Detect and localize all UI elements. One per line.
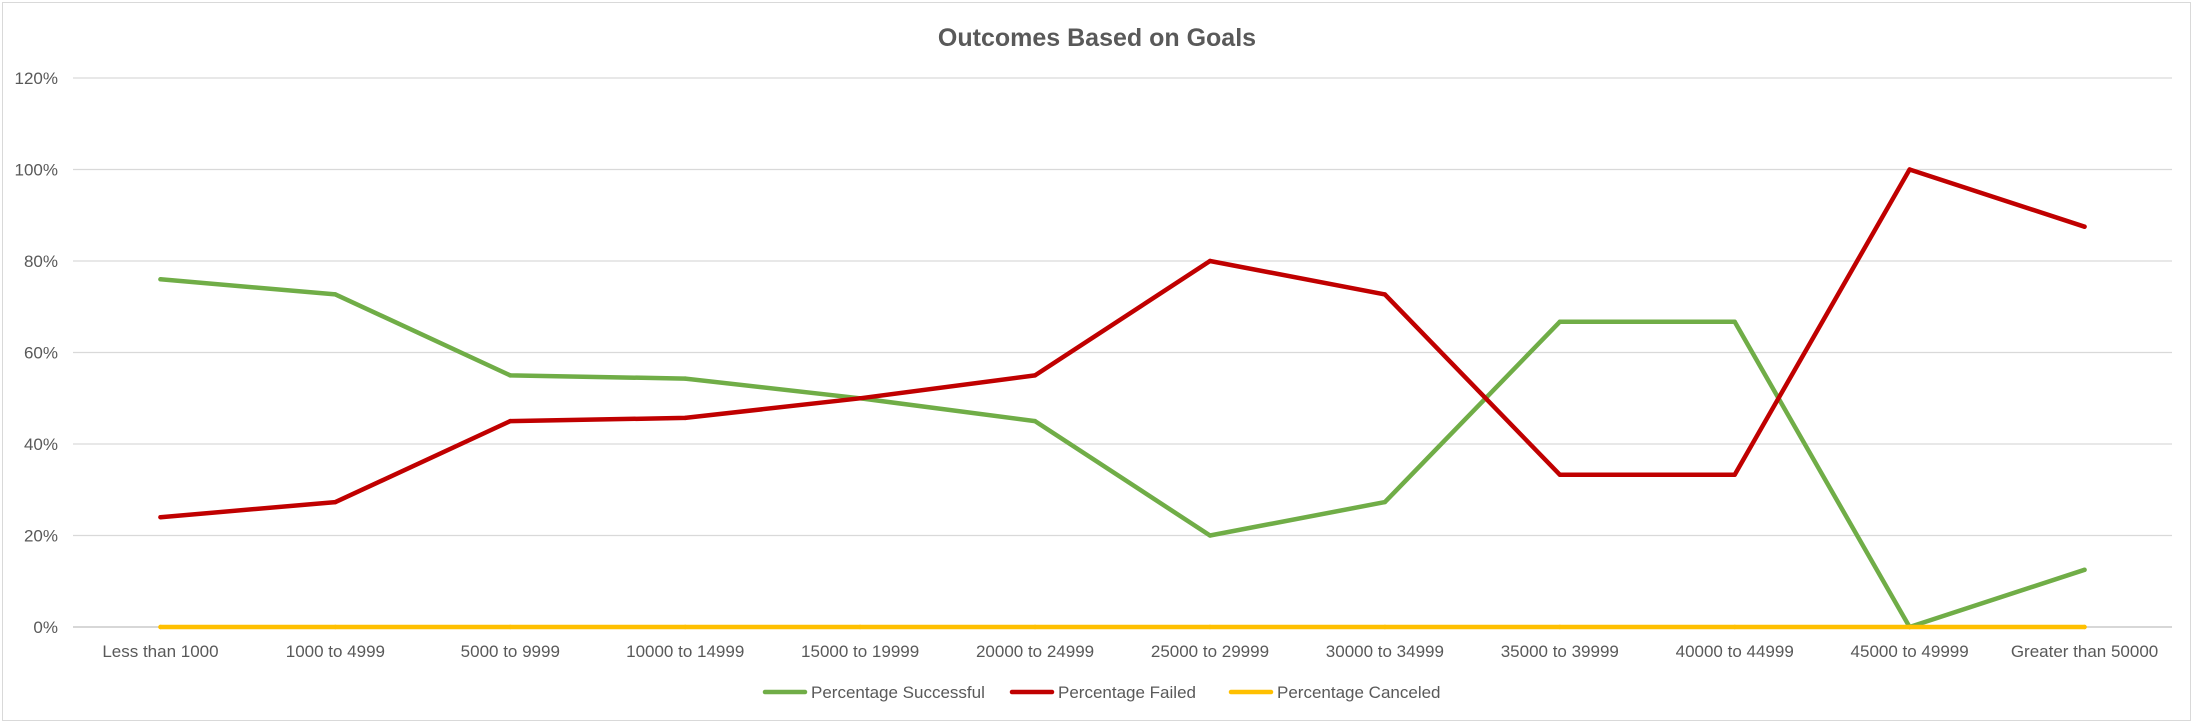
y-tick-label: 20% xyxy=(24,527,58,546)
data-point-percentage-canceled xyxy=(158,624,163,630)
data-point-percentage-failed xyxy=(1032,373,1038,378)
data-point-percentage-failed xyxy=(508,418,513,424)
data-point-percentage-successful xyxy=(333,292,338,297)
series-line-percentage-successful xyxy=(158,277,2087,630)
x-tick-label: Less than 1000 xyxy=(102,642,218,661)
data-point-percentage-successful xyxy=(1207,533,1213,538)
x-tick-label: 45000 to 49999 xyxy=(1851,642,1969,661)
data-point-percentage-successful xyxy=(2082,567,2087,573)
x-tick-label: 30000 to 34999 xyxy=(1326,642,1444,661)
data-point-percentage-successful xyxy=(1557,319,1562,325)
data-point-percentage-canceled xyxy=(333,624,338,630)
data-point-percentage-successful xyxy=(1382,499,1388,505)
data-point-percentage-canceled xyxy=(1032,624,1038,630)
legend-label-percentage-canceled: Percentage Canceled xyxy=(1277,683,1441,702)
x-tick-label: 5000 to 9999 xyxy=(461,642,560,661)
y-tick-label: 80% xyxy=(24,252,58,271)
y-tick-label: 40% xyxy=(24,435,58,454)
y-tick-label: 120% xyxy=(15,69,58,88)
data-point-percentage-canceled xyxy=(508,624,513,630)
legend-label-percentage-successful: Percentage Successful xyxy=(811,683,985,702)
x-axis-ticks: Less than 1000 1000 to 4999 5000 to 9999 10… xyxy=(102,642,2158,661)
data-point-percentage-successful xyxy=(508,373,513,378)
y-tick-label: 100% xyxy=(15,161,58,180)
gridlines xyxy=(73,77,2172,628)
data-point-percentage-canceled xyxy=(2082,624,2087,630)
data-point-percentage-canceled xyxy=(1907,624,1912,630)
data-point-percentage-canceled xyxy=(857,624,863,630)
data-point-percentage-successful xyxy=(1032,418,1038,424)
data-point-percentage-failed xyxy=(1207,258,1213,264)
y-axis-ticks: 0% 20% 40% 60% 80% 100% 120% xyxy=(15,69,58,637)
data-point-percentage-canceled xyxy=(1382,624,1388,630)
data-point-percentage-failed xyxy=(1907,167,1912,172)
x-tick-label: 15000 to 19999 xyxy=(801,642,919,661)
legend-label-percentage-failed: Percentage Failed xyxy=(1058,683,1196,702)
y-tick-label: 60% xyxy=(24,344,58,363)
data-point-percentage-failed xyxy=(333,499,338,505)
series-line-percentage-failed xyxy=(158,167,2087,520)
x-tick-label: 40000 to 44999 xyxy=(1676,642,1794,661)
x-tick-label: 20000 to 24999 xyxy=(976,642,1094,661)
series-lines xyxy=(158,167,2087,630)
data-point-percentage-successful xyxy=(683,376,688,381)
data-point-percentage-failed xyxy=(1732,472,1737,477)
data-point-percentage-canceled xyxy=(1207,624,1213,630)
y-tick-label: 0% xyxy=(33,618,58,637)
x-tick-label: Greater than 50000 xyxy=(2011,642,2158,661)
data-point-percentage-canceled xyxy=(1557,624,1562,630)
data-point-percentage-failed xyxy=(158,515,163,520)
data-point-percentage-failed xyxy=(2082,224,2087,229)
chart-title: Outcomes Based on Goals xyxy=(938,24,1256,52)
data-point-percentage-canceled xyxy=(683,624,688,630)
data-point-percentage-successful xyxy=(158,277,163,282)
data-point-percentage-failed xyxy=(1382,292,1388,297)
data-point-percentage-successful xyxy=(1732,319,1737,325)
data-point-percentage-canceled xyxy=(1732,624,1737,630)
x-tick-label: 1000 to 4999 xyxy=(286,642,385,661)
x-tick-label: 35000 to 39999 xyxy=(1501,642,1619,661)
data-point-percentage-failed xyxy=(1557,472,1562,477)
data-point-percentage-failed xyxy=(683,415,688,421)
x-tick-label: 10000 to 14999 xyxy=(626,642,744,661)
data-point-percentage-failed xyxy=(857,396,863,401)
legend: Percentage Successful Percentage Failed Pe… xyxy=(762,683,1441,702)
x-tick-label: 25000 to 29999 xyxy=(1151,642,1269,661)
